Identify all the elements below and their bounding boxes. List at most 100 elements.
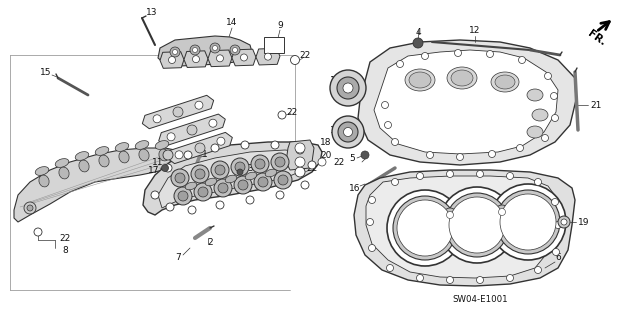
Circle shape: [361, 151, 369, 159]
Ellipse shape: [139, 149, 149, 161]
Circle shape: [24, 202, 36, 214]
Circle shape: [330, 70, 366, 106]
Polygon shape: [366, 176, 558, 278]
Circle shape: [235, 162, 245, 172]
Ellipse shape: [79, 160, 89, 172]
Circle shape: [164, 164, 172, 172]
Circle shape: [489, 150, 495, 157]
Text: 10: 10: [330, 76, 342, 84]
Circle shape: [271, 141, 279, 149]
Circle shape: [27, 205, 33, 211]
Circle shape: [296, 146, 304, 154]
Ellipse shape: [95, 147, 108, 156]
Circle shape: [251, 155, 269, 173]
Circle shape: [169, 57, 175, 63]
Circle shape: [500, 194, 556, 250]
Circle shape: [446, 212, 453, 219]
Circle shape: [445, 193, 509, 257]
Text: 2: 2: [207, 237, 213, 246]
Text: 8: 8: [62, 245, 68, 254]
Circle shape: [366, 219, 373, 226]
Circle shape: [507, 172, 513, 180]
Ellipse shape: [35, 167, 49, 175]
Circle shape: [276, 191, 284, 199]
Circle shape: [368, 244, 376, 252]
Ellipse shape: [119, 151, 129, 163]
Circle shape: [198, 187, 208, 197]
Circle shape: [191, 165, 209, 183]
Circle shape: [216, 55, 223, 62]
Circle shape: [295, 143, 305, 153]
Ellipse shape: [409, 72, 431, 88]
Circle shape: [151, 191, 159, 199]
Circle shape: [384, 122, 391, 129]
Ellipse shape: [447, 67, 477, 89]
Circle shape: [209, 119, 217, 127]
Circle shape: [368, 196, 376, 204]
Circle shape: [427, 151, 433, 158]
Circle shape: [34, 228, 42, 236]
Circle shape: [552, 249, 559, 255]
Circle shape: [175, 151, 183, 159]
Circle shape: [554, 221, 562, 228]
Circle shape: [337, 77, 359, 99]
Polygon shape: [232, 49, 256, 66]
Circle shape: [278, 175, 288, 185]
Ellipse shape: [495, 75, 515, 89]
Circle shape: [184, 151, 192, 159]
Ellipse shape: [405, 69, 435, 91]
Circle shape: [192, 56, 200, 63]
Text: FR.: FR.: [586, 28, 608, 48]
Polygon shape: [208, 50, 232, 67]
Circle shape: [291, 55, 299, 65]
Circle shape: [295, 167, 305, 177]
Circle shape: [237, 169, 243, 175]
Circle shape: [544, 73, 552, 79]
Polygon shape: [143, 95, 214, 129]
Circle shape: [192, 47, 198, 52]
Circle shape: [254, 173, 272, 191]
Circle shape: [417, 172, 423, 180]
Circle shape: [231, 158, 249, 176]
Circle shape: [213, 45, 218, 51]
Ellipse shape: [75, 152, 89, 160]
Text: 22: 22: [60, 234, 71, 243]
Ellipse shape: [451, 70, 473, 86]
Circle shape: [552, 115, 559, 122]
Text: 14: 14: [226, 18, 237, 27]
Text: 22: 22: [286, 108, 298, 116]
Text: 21: 21: [590, 100, 601, 109]
Text: 1: 1: [202, 149, 208, 158]
Text: SW04-E1001: SW04-E1001: [452, 295, 508, 305]
Ellipse shape: [159, 149, 169, 161]
Circle shape: [295, 157, 305, 167]
Circle shape: [190, 45, 200, 55]
Ellipse shape: [99, 155, 109, 167]
Text: 12: 12: [469, 26, 481, 35]
Text: 4: 4: [415, 28, 421, 36]
Circle shape: [178, 191, 188, 201]
Circle shape: [446, 276, 453, 284]
Circle shape: [214, 179, 232, 197]
Circle shape: [393, 196, 457, 260]
Polygon shape: [159, 114, 225, 146]
Ellipse shape: [59, 167, 69, 179]
Circle shape: [558, 216, 570, 228]
Ellipse shape: [185, 182, 197, 190]
Circle shape: [454, 50, 461, 57]
Circle shape: [265, 53, 272, 60]
Circle shape: [456, 154, 464, 161]
Ellipse shape: [55, 159, 69, 167]
Circle shape: [516, 145, 523, 151]
Ellipse shape: [155, 140, 169, 149]
Text: 6: 6: [555, 253, 561, 262]
Circle shape: [446, 171, 453, 178]
Circle shape: [258, 177, 268, 187]
Circle shape: [477, 276, 484, 284]
Circle shape: [210, 43, 220, 53]
Circle shape: [195, 169, 205, 179]
Circle shape: [195, 143, 205, 153]
Text: 16: 16: [349, 183, 361, 193]
Ellipse shape: [225, 175, 237, 183]
Text: 19: 19: [578, 218, 590, 227]
